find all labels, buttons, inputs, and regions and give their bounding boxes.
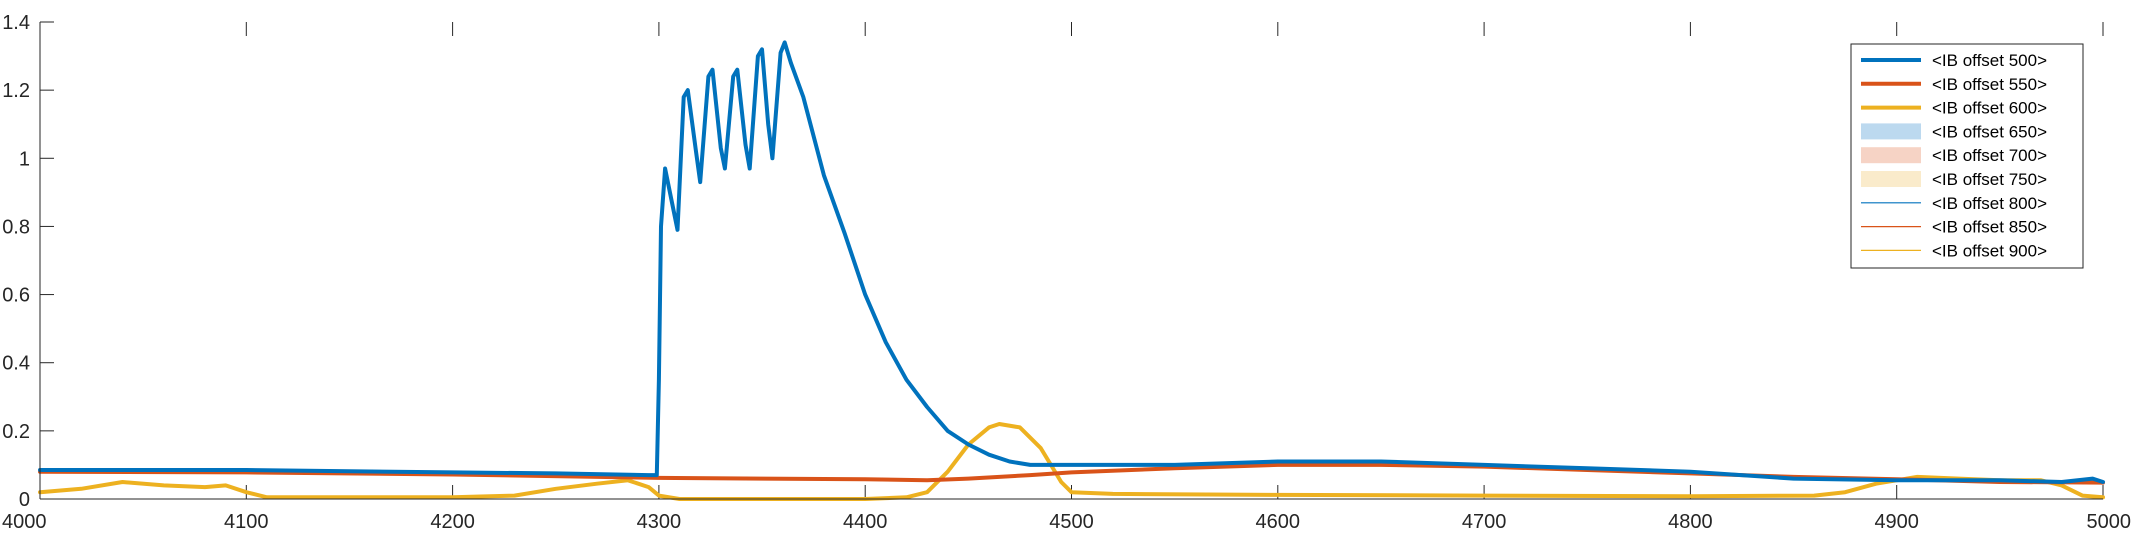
- x-tick-label: 4600: [1256, 511, 1301, 533]
- legend-label: <IB offset 600>: [1932, 99, 2047, 118]
- x-tick-label: 4300: [637, 511, 682, 533]
- x-tick-label: 4700: [1462, 511, 1507, 533]
- legend-label: <IB offset 750>: [1932, 170, 2047, 189]
- legend-swatch: [1861, 171, 1921, 187]
- y-tick-label: 0.2: [2, 421, 30, 443]
- legend-label: <IB offset 850>: [1932, 218, 2047, 237]
- legend-label: <IB offset 650>: [1932, 122, 2047, 141]
- x-tick-label: 4900: [1874, 511, 1919, 533]
- x-tick-label: 4400: [843, 511, 888, 533]
- series-line-0: [38, 40, 2105, 484]
- legend: <IB offset 500> <IB offset 550> <IB offset…: [1850, 43, 2084, 269]
- series-layer: [38, 40, 2105, 501]
- x-tick-label: 5000: [2087, 511, 2132, 533]
- y-tick-label: 0.4: [2, 353, 30, 375]
- x-tick-label: 4000: [2, 511, 47, 533]
- y-tick-label: 0.6: [2, 285, 30, 307]
- legend-swatch: [1861, 123, 1921, 140]
- legend-label: <IB offset 550>: [1932, 75, 2047, 94]
- y-tick-label: 1: [19, 148, 30, 170]
- legend-label: <IB offset 500>: [1932, 51, 2047, 70]
- legend-label: <IB offset 800>: [1932, 194, 2047, 213]
- x-tick-label: 4200: [430, 511, 475, 533]
- y-tick-label: 0: [19, 489, 30, 511]
- y-tick-label: 1.2: [2, 80, 30, 102]
- axis-ticks: [39, 21, 2104, 500]
- axes: [39, 22, 2103, 500]
- x-tick-label: 4500: [1049, 511, 1094, 533]
- y-tick-labels: 0 0.2 0.4 0.6 0.8 1 1.2 1.4: [2, 12, 30, 511]
- y-tick-label: 0.8: [2, 216, 30, 238]
- x-tick-labels: 4000 4100 4200 4300 4400 4500 4600 4700 4800 4900…: [2, 511, 2131, 533]
- legend-swatch: [1861, 147, 1921, 164]
- x-tick-label: 4100: [224, 511, 269, 533]
- x-tick-label: 4800: [1668, 511, 1713, 533]
- y-tick-label: 1.4: [2, 12, 30, 34]
- legend-label: <IB offset 900>: [1932, 241, 2047, 260]
- legend-label: <IB offset 700>: [1932, 146, 2047, 165]
